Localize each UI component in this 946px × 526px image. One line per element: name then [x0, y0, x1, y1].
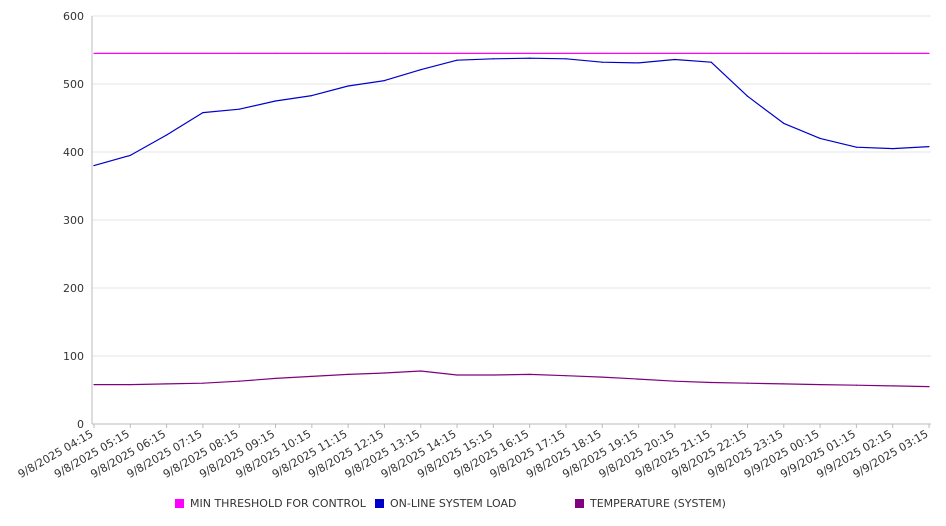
data-point	[456, 59, 458, 61]
data-point	[565, 52, 567, 55]
data-point	[529, 52, 531, 55]
data-point	[383, 52, 386, 55]
data-point	[420, 52, 422, 55]
data-point	[783, 52, 785, 55]
data-point	[892, 385, 894, 387]
data-point	[202, 111, 204, 114]
data-point	[420, 69, 422, 71]
data-point	[492, 58, 494, 60]
data-point	[383, 372, 386, 374]
y-tick-label: 600	[63, 10, 84, 23]
data-point	[166, 52, 168, 55]
y-tick-label: 300	[63, 214, 84, 227]
data-point	[855, 146, 857, 148]
data-point	[746, 95, 749, 97]
data-point	[456, 52, 458, 55]
data-point	[819, 52, 821, 55]
data-point	[93, 52, 95, 55]
data-point	[674, 58, 676, 61]
data-point	[129, 383, 131, 386]
data-point	[529, 57, 531, 59]
data-point	[347, 85, 349, 87]
data-point	[202, 382, 204, 384]
y-tick-label: 100	[63, 350, 84, 363]
data-point	[129, 154, 131, 156]
data-point	[202, 52, 204, 55]
legend-item-temperature: TEMPERATURE (SYSTEM)	[575, 497, 726, 510]
data-point	[93, 383, 95, 386]
data-point	[928, 145, 930, 148]
data-point	[819, 383, 821, 386]
data-point	[274, 100, 277, 102]
data-point	[166, 383, 168, 385]
data-point	[166, 134, 168, 136]
data-point	[238, 108, 240, 110]
data-point	[529, 373, 531, 375]
data-point	[383, 80, 386, 82]
temperature-line	[94, 370, 930, 388]
data-point	[710, 52, 712, 55]
legend-swatch-threshold	[175, 499, 184, 508]
data-point	[637, 62, 640, 64]
data-point	[311, 375, 313, 377]
y-tick-label: 500	[63, 78, 84, 91]
data-point	[129, 52, 131, 55]
data-point	[420, 370, 422, 372]
data-point	[565, 375, 567, 377]
data-point	[892, 52, 894, 55]
data-point	[855, 52, 857, 55]
data-point	[783, 122, 785, 125]
data-point	[347, 52, 349, 55]
data-point	[928, 386, 930, 388]
legend-label-temperature: TEMPERATURE (SYSTEM)	[590, 497, 726, 510]
data-point	[928, 52, 930, 55]
data-point	[674, 380, 676, 382]
data-point	[637, 378, 640, 380]
data-point	[855, 384, 857, 386]
data-point	[311, 52, 313, 55]
data-point	[492, 374, 494, 376]
data-point	[274, 52, 277, 55]
data-point	[710, 381, 712, 384]
data-point	[311, 94, 313, 97]
data-point	[601, 52, 603, 55]
legend-label-system-load: ON-LINE SYSTEM LOAD	[390, 497, 517, 510]
data-point	[274, 377, 277, 380]
data-point	[601, 61, 603, 63]
data-point	[746, 52, 749, 55]
data-point	[892, 148, 894, 150]
data-point	[746, 382, 749, 384]
legend-swatch-temperature	[575, 499, 584, 508]
legend-label-threshold: MIN THRESHOLD FOR CONTROL	[190, 497, 366, 510]
legend-item-system-load: ON-LINE SYSTEM LOAD	[375, 497, 516, 510]
y-tick-label: 200	[63, 282, 84, 295]
data-point	[819, 137, 821, 139]
system-load-line	[93, 57, 930, 167]
legend: MIN THRESHOLD FOR CONTROL ON-LINE SYSTEM…	[0, 497, 946, 515]
data-point	[93, 165, 95, 167]
data-point	[783, 383, 785, 385]
data-point	[238, 52, 240, 55]
data-point	[601, 376, 603, 378]
y-tick-label: 400	[63, 146, 84, 159]
data-point	[238, 380, 240, 382]
legend-item-threshold: MIN THRESHOLD FOR CONTROL	[175, 497, 366, 510]
data-point	[456, 374, 458, 376]
data-point	[565, 58, 567, 60]
y-tick-label: 0	[77, 418, 84, 431]
data-point	[347, 373, 349, 375]
data-point	[674, 52, 676, 55]
data-point	[710, 61, 712, 63]
data-point	[492, 52, 494, 55]
legend-swatch-system-load	[375, 499, 384, 508]
data-point	[637, 52, 640, 55]
